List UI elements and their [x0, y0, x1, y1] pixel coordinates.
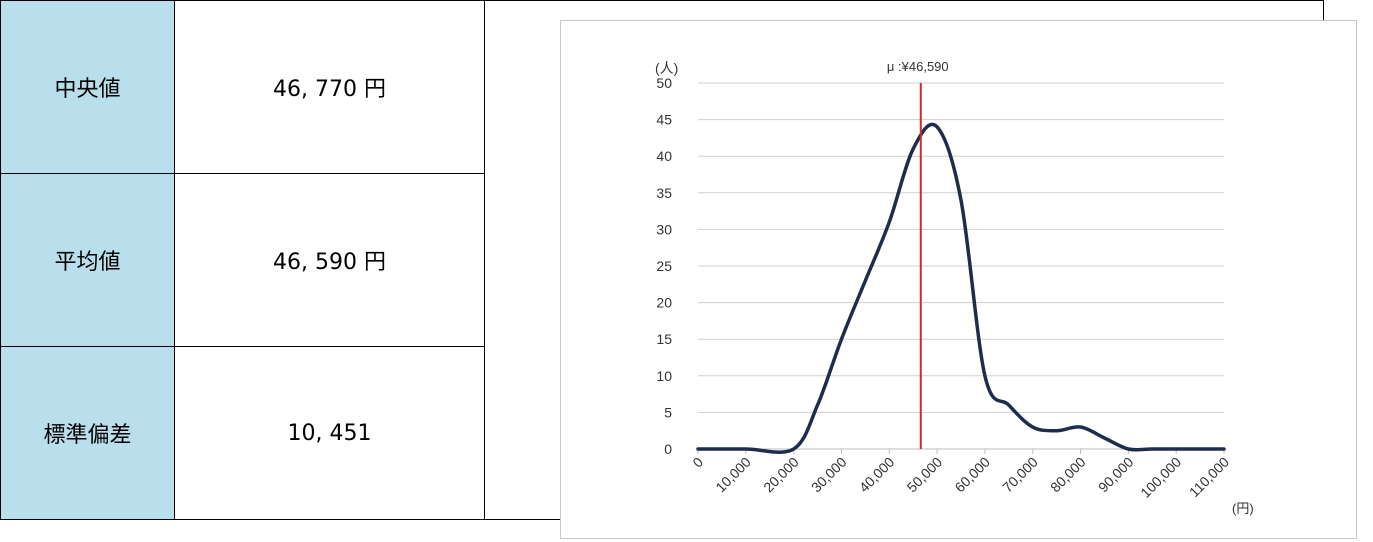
x-tick-label: 70,000 [999, 454, 1041, 496]
x-tick-label: 0 [689, 454, 706, 471]
y-tick-label: 5 [664, 404, 672, 420]
y-tick-label: 30 [656, 221, 672, 237]
x-tick-label: 20,000 [760, 454, 802, 496]
distribution-chart: 0 5 10 15 20 25 30 35 40 45 50 0 10,000 20,000 30,000 4… [560, 20, 1357, 539]
x-axis-label: (円) [1232, 501, 1254, 516]
y-axis-label: (人) [655, 60, 678, 76]
label-cell-mean: 平均値 [0, 173, 175, 347]
y-tick-label: 20 [656, 295, 672, 311]
value-cell-mean: 46, 590 円 [174, 173, 485, 347]
value-cell-median: 46, 770 円 [174, 0, 485, 174]
x-tick-label: 100,000 [1137, 454, 1184, 501]
y-tick-label: 0 [664, 441, 672, 457]
x-tick-label: 40,000 [856, 454, 898, 496]
y-tick-label: 15 [656, 331, 672, 347]
y-tick-label: 25 [656, 258, 672, 274]
x-tick-label: 30,000 [808, 454, 850, 496]
y-tick-label: 40 [656, 148, 672, 164]
label-cell-median: 中央値 [0, 0, 175, 174]
x-tick-label: 10,000 [712, 454, 754, 496]
x-tick-label: 50,000 [904, 454, 946, 496]
x-tick-label: 60,000 [951, 454, 993, 496]
value-cell-stddev: 10, 451 [174, 346, 485, 520]
x-tick-label: 80,000 [1047, 454, 1089, 496]
y-tick-label: 10 [656, 368, 672, 384]
y-tick-label: 50 [656, 75, 672, 91]
series-line [696, 122, 1226, 454]
x-tick-label: 110,000 [1186, 454, 1233, 501]
label-cell-stddev: 標準偏差 [0, 346, 175, 520]
x-tick-label: 90,000 [1095, 454, 1137, 496]
y-tick-label: 35 [656, 185, 672, 201]
y-tick-label: 45 [656, 112, 672, 128]
mean-annotation: μ :¥46,590 [887, 59, 949, 74]
chart-svg: 0 5 10 15 20 25 30 35 40 45 50 0 10,000 20,000 30,000 4… [655, 59, 1254, 516]
